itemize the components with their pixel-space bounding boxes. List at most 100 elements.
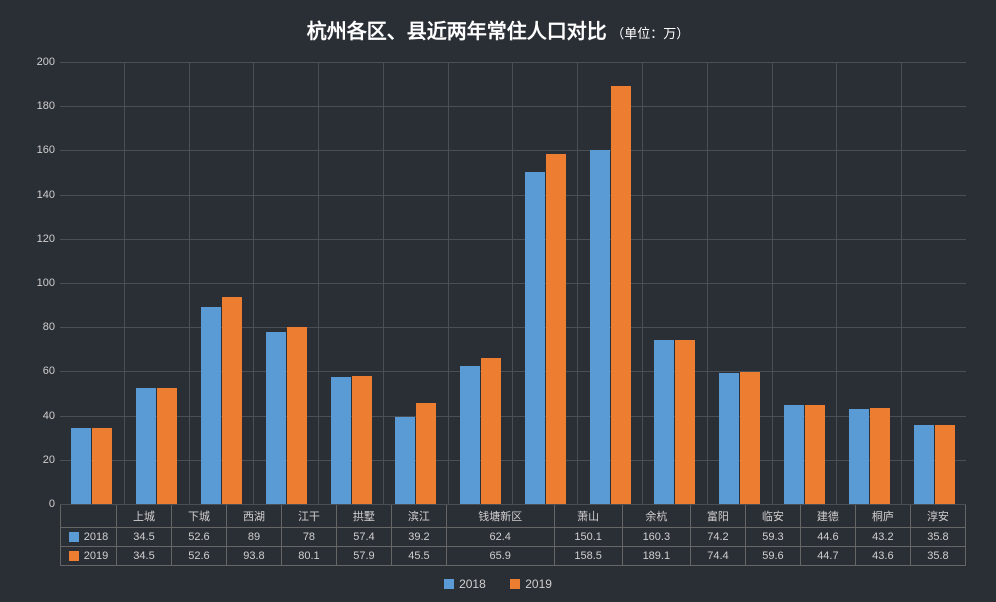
chart-title: 杭州各区、县近两年常住人口对比 <box>307 21 607 43</box>
bar <box>352 376 372 504</box>
category-label: 西湖 <box>226 505 281 528</box>
data-cell: 57.4 <box>336 528 391 547</box>
bar <box>805 405 825 504</box>
data-cell: 34.5 <box>117 547 172 566</box>
legend-swatch-icon <box>444 579 454 589</box>
y-tick-label: 120 <box>37 233 55 245</box>
data-cell: 57.9 <box>336 547 391 566</box>
data-cell: 59.6 <box>745 547 800 566</box>
bar <box>546 154 566 504</box>
data-cell: 160.3 <box>622 528 690 547</box>
chart-container: 杭州各区、县近两年常住人口对比 （单位：万） 02040608010012014… <box>0 0 996 602</box>
data-cell: 43.6 <box>855 547 910 566</box>
y-tick-label: 100 <box>37 277 55 289</box>
bar <box>740 372 760 504</box>
bar <box>719 373 739 504</box>
category-row: 上城下城西湖江干拱墅滨江钱塘新区萧山余杭富阳临安建德桐庐淳安 <box>61 505 966 528</box>
data-cell: 52.6 <box>171 528 226 547</box>
bar <box>331 377 351 504</box>
bar <box>222 297 242 504</box>
data-cell: 62.4 <box>446 528 554 547</box>
bar-group <box>384 62 449 504</box>
y-tick-label: 40 <box>43 410 55 422</box>
bar <box>201 307 221 504</box>
data-cell: 65.9 <box>446 547 554 566</box>
y-tick-label: 20 <box>43 454 55 466</box>
data-cell: 158.5 <box>554 547 622 566</box>
data-cell: 52.6 <box>171 547 226 566</box>
data-cell: 39.2 <box>391 528 446 547</box>
category-label: 上城 <box>117 505 172 528</box>
bar-group <box>708 62 773 504</box>
chart-subtitle: （单位：万） <box>611 26 689 41</box>
data-cell: 45.5 <box>391 547 446 566</box>
series-header: 2018 <box>61 528 117 547</box>
bar-group <box>254 62 319 504</box>
bar <box>481 358 501 504</box>
bar-group <box>902 62 966 504</box>
bar <box>287 327 307 504</box>
y-tick-label: 200 <box>37 56 55 68</box>
bar <box>395 417 415 504</box>
gridline <box>60 504 966 505</box>
table-row: 201834.552.6897857.439.262.4150.1160.374… <box>61 528 966 547</box>
bar <box>675 340 695 504</box>
data-cell: 150.1 <box>554 528 622 547</box>
series-name: 2019 <box>84 550 108 562</box>
bars-area <box>60 62 966 504</box>
category-label: 临安 <box>745 505 800 528</box>
bar <box>416 403 436 504</box>
y-tick-label: 80 <box>43 321 55 333</box>
category-label: 富阳 <box>690 505 745 528</box>
category-header-blank <box>61 505 117 528</box>
legend-label: 2019 <box>525 577 552 591</box>
data-cell: 59.3 <box>745 528 800 547</box>
bar <box>870 408 890 504</box>
bar <box>784 405 804 504</box>
bar <box>611 86 631 504</box>
y-tick-label: 60 <box>43 365 55 377</box>
bar <box>266 332 286 504</box>
data-cell: 44.6 <box>800 528 855 547</box>
category-label: 江干 <box>281 505 336 528</box>
data-cell: 34.5 <box>117 528 172 547</box>
bar <box>71 428 91 504</box>
data-cell: 74.2 <box>690 528 745 547</box>
bar <box>654 340 674 504</box>
legend-swatch-icon <box>510 579 520 589</box>
legend-label: 2018 <box>459 577 486 591</box>
category-label: 萧山 <box>554 505 622 528</box>
table-row: 2019 34.552.693.880.157.945.565.9158.5189… <box>61 547 966 566</box>
bar-group <box>60 62 125 504</box>
data-cell: 189.1 <box>622 547 690 566</box>
bar <box>460 366 480 504</box>
category-label: 淳安 <box>910 505 965 528</box>
bar <box>914 425 934 504</box>
bar <box>136 388 156 504</box>
category-label: 钱塘新区 <box>446 505 554 528</box>
category-label: 桐庐 <box>855 505 910 528</box>
category-label: 建德 <box>800 505 855 528</box>
data-cell: 89 <box>226 528 281 547</box>
data-cell: 78 <box>281 528 336 547</box>
series-swatch-icon <box>69 532 79 542</box>
data-cell: 93.8 <box>226 547 281 566</box>
series-swatch-icon <box>69 551 79 561</box>
bar <box>935 425 955 504</box>
bar <box>525 172 545 504</box>
legend-item: 2018 <box>444 577 486 591</box>
category-label: 拱墅 <box>336 505 391 528</box>
category-label: 余杭 <box>622 505 690 528</box>
bar-group <box>449 62 514 504</box>
bar-group <box>190 62 255 504</box>
legend: 2018 2019 <box>20 576 976 594</box>
bar <box>92 428 112 504</box>
y-tick-label: 160 <box>37 144 55 156</box>
category-label: 下城 <box>171 505 226 528</box>
data-cell: 35.8 <box>910 547 965 566</box>
bar <box>849 409 869 504</box>
data-cell: 80.1 <box>281 547 336 566</box>
data-cell: 74.4 <box>690 547 745 566</box>
bar-group <box>837 62 902 504</box>
y-axis: 020406080100120140160180200 <box>25 62 55 504</box>
